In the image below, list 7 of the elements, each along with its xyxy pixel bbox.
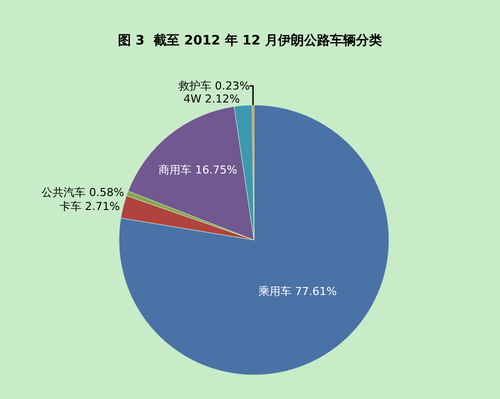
- slice-label: 乘用车 77.61%: [258, 284, 337, 298]
- slice-label: 商用车 16.75%: [158, 163, 238, 176]
- chart-title: 图 3 截至 2012 年 12 月伊朗公路车辆分类: [118, 32, 382, 48]
- slice-label: 救护车 0.23%: [177, 79, 250, 92]
- slice-label: 4W 2.12%: [183, 92, 240, 106]
- slice-label: 卡车 2.71%: [59, 200, 120, 213]
- slice-label: 公共汽车 0.58%: [42, 186, 124, 200]
